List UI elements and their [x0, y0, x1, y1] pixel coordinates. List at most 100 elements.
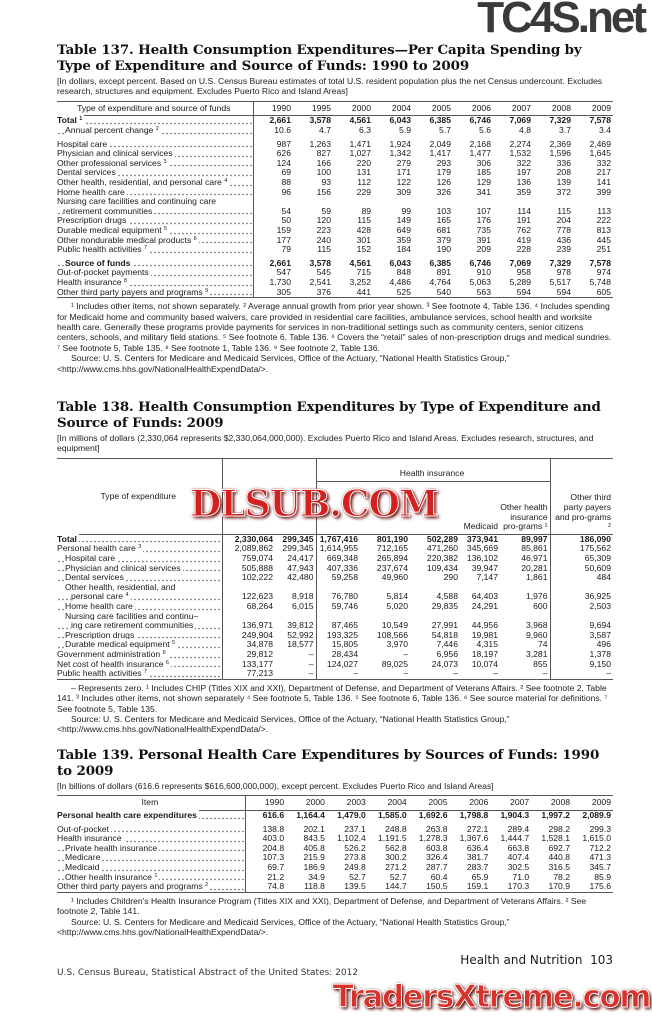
- row-label: Total 1: [57, 115, 254, 126]
- row-label-text-value: Prescription drugs: [57, 215, 127, 226]
- cell-value: 129: [476, 176, 491, 187]
- cell-value: 594: [516, 286, 531, 297]
- cell-value: 2,330,064: [234, 533, 273, 544]
- cell-value: 39,947: [471, 562, 498, 573]
- table-139-title: Table 139. Personal Health Care Expendit…: [57, 747, 600, 779]
- row-label: Prescription drugs: [57, 629, 223, 641]
- footnote: ¹ Includes Children's Health Insurance P…: [57, 895, 587, 917]
- table-row: Prescription drugs 50 120 115 149 165 176 191 20…: [57, 215, 613, 226]
- cell-value: 107: [476, 205, 491, 216]
- cell-value: 193,325: [315, 630, 360, 641]
- footnote-marker: 5: [172, 640, 176, 647]
- cell-value: 209: [476, 244, 491, 255]
- row-label-text: Prescription drugs: [57, 215, 129, 226]
- col-header: 2000: [333, 101, 373, 117]
- watermark-logo-middle: DLSUB.COM: [190, 483, 440, 525]
- cell-value: 1,378: [589, 648, 611, 659]
- cell-value: 179: [436, 167, 451, 178]
- cell-value: 6,015: [291, 600, 314, 611]
- cell-value: –: [315, 668, 360, 680]
- row-label-text-value: Total: [57, 533, 77, 544]
- cell-value: 298.2: [548, 823, 571, 834]
- cell-value: 563: [476, 286, 491, 297]
- cell-value: 1,532: [509, 148, 531, 159]
- cell-value: 545: [316, 267, 331, 278]
- row-label-text-value: Personal health care: [57, 543, 136, 554]
- label-header: Type of expenditure and source of funds: [57, 101, 254, 117]
- cell-value: –: [403, 648, 408, 659]
- cell-value: 1,102.4: [337, 833, 366, 844]
- cell-value: 6.3: [359, 125, 371, 135]
- cell-value: 89: [361, 205, 371, 216]
- cell-value: 126: [436, 176, 451, 187]
- row-label-text: Home health care: [65, 600, 135, 611]
- cell-value: 3,281: [500, 649, 551, 660]
- row-label-text: Personal health care 3: [57, 543, 144, 554]
- cell-value: 18,577: [287, 639, 314, 650]
- row-label-text-value: Public health activities: [57, 668, 142, 679]
- cell-value: 801,190: [376, 533, 408, 544]
- table-139-footnotes: ¹ Includes Children's Health Insurance P…: [57, 896, 613, 938]
- row-label-text: Medicaid: [65, 861, 102, 872]
- col-header: [275, 458, 316, 535]
- cell-value: 1,479.0: [337, 810, 366, 820]
- cell-value: 65.9: [471, 871, 489, 882]
- cell-value: 115: [557, 205, 571, 216]
- cell-value: 52,992: [287, 629, 314, 640]
- row-label-text-value: Durable medical equipment: [57, 224, 162, 235]
- col-header: 2008: [533, 101, 573, 117]
- cell-value: 299,345: [282, 533, 314, 544]
- section-name: Health and Nutrition: [460, 953, 583, 967]
- cell-value: 18,197: [471, 648, 498, 659]
- cell-value: 391: [476, 234, 491, 245]
- table-row: Physician and clinical services 505,888 47…: [57, 562, 613, 574]
- row-label: Prescription drugs: [57, 215, 254, 226]
- footnote-marker: 4: [125, 592, 129, 599]
- row-label-text: Durable medical equipment 5: [65, 639, 178, 650]
- table-row: Other health, residential, and personal c…: [57, 582, 613, 602]
- cell-value: 2,049: [429, 138, 451, 149]
- cell-value: 222: [596, 215, 611, 226]
- cell-value: 1,191.5: [377, 833, 407, 844]
- row-label-text-value: Physician and clinical services: [57, 148, 173, 159]
- table-row: Nursing care facilities and continu– ing …: [57, 611, 613, 631]
- cell-value: 265,894: [376, 553, 408, 563]
- cell-value: 605: [596, 286, 611, 297]
- cell-value: 6,956: [436, 648, 458, 659]
- table-row: Hospital care 759,074 24,417 669,348 265,894…: [57, 553, 613, 564]
- health-insurance-group-header: Health insurance: [315, 458, 551, 482]
- row-label: Durable medical equipment 5: [57, 224, 254, 236]
- footnote-marker: 8: [123, 277, 127, 284]
- table-row: Home health care 96 156 229 309 326 341 359 372 3…: [57, 186, 613, 198]
- cell-value: 7,329: [549, 257, 571, 268]
- table-138-note: [In millions of dollars (2,330,064 repre…: [57, 433, 594, 454]
- col-header: 2004: [367, 795, 409, 811]
- cell-value: 2,089,862: [234, 543, 273, 554]
- cell-value: 407,336: [315, 563, 360, 574]
- cell-value: 692.7: [548, 842, 571, 853]
- cell-value: 77,213: [246, 668, 273, 679]
- row-label: Personal health care expenditures: [57, 810, 246, 821]
- cell-value: 1,444.7: [500, 833, 530, 844]
- cell-value: 139: [556, 176, 571, 187]
- cell-value: 974: [596, 267, 611, 278]
- row-label-text: Dental services: [57, 167, 118, 178]
- cell-value: –: [403, 668, 408, 679]
- cell-value: 9,150: [589, 658, 611, 669]
- cell-value: 65,309: [584, 553, 611, 563]
- cell-value: 1,263: [309, 138, 331, 149]
- cell-value: 309: [396, 186, 411, 197]
- table-row: Total 1 2,661 3,578 4,561 6,043 6,385 6,746 7,0…: [57, 115, 613, 126]
- cell-value: 9,694: [589, 620, 611, 631]
- row-label: Other health, residential, and personal …: [57, 176, 254, 188]
- cell-value: 2,541: [309, 276, 331, 287]
- row-label: Other nondurable medical products 6: [57, 234, 254, 246]
- cell-value: 69.7: [267, 861, 285, 872]
- cell-value: 5,517: [549, 276, 571, 287]
- row-label: Out-of-pocket payments: [57, 267, 254, 278]
- cell-value: 496: [596, 639, 611, 650]
- cell-value: 24,417: [287, 553, 314, 563]
- cell-value: 1,164.4: [296, 810, 325, 820]
- cell-value: 96: [281, 186, 291, 197]
- footnote-marker: 3: [138, 544, 142, 551]
